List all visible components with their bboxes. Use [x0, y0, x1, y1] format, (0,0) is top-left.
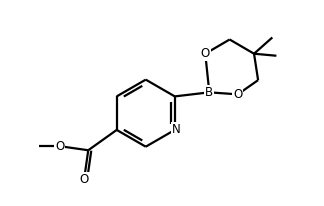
- Text: O: O: [80, 173, 89, 186]
- Text: B: B: [205, 86, 214, 99]
- Text: N: N: [172, 123, 181, 136]
- Text: O: O: [55, 140, 64, 153]
- Text: O: O: [233, 88, 242, 101]
- Text: O: O: [201, 47, 210, 60]
